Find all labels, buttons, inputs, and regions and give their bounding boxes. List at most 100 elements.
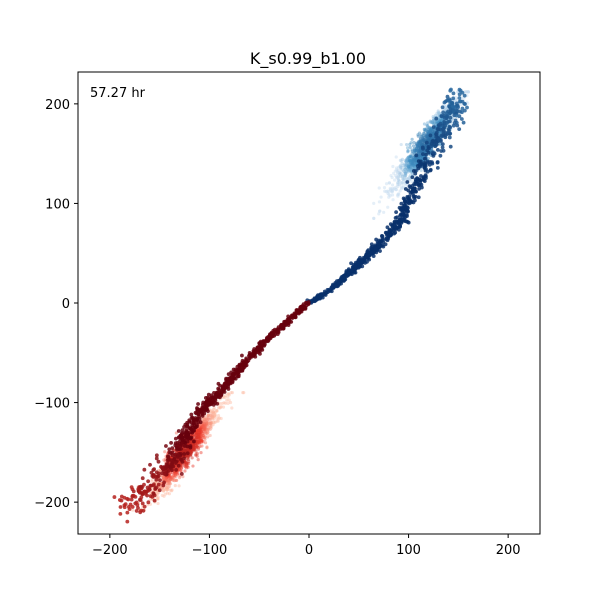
cloud-point: [398, 171, 402, 176]
trajectory-point: [447, 135, 452, 140]
trajectory-point: [390, 227, 395, 231]
trajectory-point: [447, 124, 452, 129]
cloud-point: [405, 159, 409, 163]
cloud-point: [398, 164, 402, 168]
trajectory-point: [176, 463, 181, 468]
trajectory-point: [414, 153, 419, 158]
trajectory-point: [378, 245, 382, 249]
trajectory-point: [457, 114, 462, 119]
cloud-point: [409, 155, 414, 159]
cloud-point: [418, 139, 422, 143]
trajectory-point: [141, 508, 146, 513]
cloud-point: [162, 494, 166, 498]
trajectory-point: [454, 113, 459, 118]
cloud-point: [419, 140, 423, 144]
cloud-point: [416, 151, 420, 155]
cloud-point: [416, 134, 420, 138]
cloud-point: [411, 161, 415, 166]
cloud-point: [397, 179, 401, 183]
trajectory-point: [154, 485, 159, 490]
trajectory-point: [428, 133, 433, 138]
cloud-point: [403, 178, 407, 182]
cloud-point: [408, 154, 412, 158]
trajectory-point: [353, 267, 358, 272]
cloud-point: [211, 410, 216, 414]
trajectory-point: [461, 120, 466, 125]
trajectory-point: [127, 507, 132, 511]
cloud-point: [410, 173, 415, 177]
cloud-point: [390, 175, 394, 180]
trajectory-point: [412, 187, 417, 191]
trajectory-point: [243, 360, 248, 365]
cloud-point: [417, 141, 422, 145]
cloud-point: [377, 209, 382, 213]
cloud-point: [394, 155, 398, 159]
cloud-point: [427, 128, 431, 133]
cloud-point: [410, 180, 414, 184]
cloud-point: [405, 167, 409, 171]
trajectory-point: [327, 287, 331, 292]
cloud-point: [406, 165, 410, 169]
trajectory-point: [238, 366, 242, 371]
cloud-point: [421, 139, 425, 143]
trajectory-point: [440, 142, 445, 147]
cloud-point: [419, 142, 423, 147]
cloud-point: [404, 163, 408, 167]
cloud-point: [377, 212, 381, 216]
cloud-point: [431, 136, 435, 140]
trajectory-point: [231, 367, 236, 372]
cloud-point: [406, 164, 411, 168]
trajectory-point: [316, 296, 320, 300]
trajectory-point: [460, 90, 465, 95]
cloud-point: [209, 424, 213, 428]
cloud-point: [427, 138, 431, 142]
cloud-point: [429, 127, 433, 131]
cloud-point: [417, 150, 421, 154]
trajectory-point: [344, 270, 349, 275]
cloud-point: [429, 127, 433, 131]
cloud-point: [428, 138, 432, 142]
cloud-point: [419, 134, 423, 139]
trajectory-point: [162, 472, 167, 476]
cloud-point: [466, 101, 470, 105]
cloud-point: [205, 446, 209, 450]
cloud-point: [396, 194, 400, 198]
trajectory-point: [156, 459, 161, 464]
trajectory-point: [140, 501, 145, 506]
cloud-point: [435, 111, 439, 115]
cloud-point: [390, 183, 395, 187]
trajectory-point: [178, 457, 183, 461]
cloud-point: [422, 137, 426, 141]
trajectory-point: [422, 156, 427, 161]
trajectory-point: [413, 182, 418, 187]
cloud-point: [218, 406, 222, 410]
trajectory-point: [164, 444, 168, 448]
cloud-point: [397, 172, 402, 176]
cloud-point: [417, 142, 422, 146]
trajectory-point: [173, 441, 178, 445]
cloud-point: [407, 160, 411, 164]
trajectory-point: [403, 215, 408, 219]
trajectory-point: [194, 411, 199, 416]
cloud-point: [443, 103, 447, 107]
cloud-point: [459, 102, 463, 107]
cloud-point: [412, 157, 416, 161]
trajectory-point: [366, 253, 371, 258]
trajectory-point: [182, 452, 187, 456]
cloud-point: [408, 142, 412, 147]
cloud-point: [419, 157, 423, 161]
cloud-point: [408, 160, 412, 165]
trajectory-point: [433, 144, 438, 149]
trajectory-point: [441, 130, 446, 135]
trajectory-point: [112, 495, 117, 499]
cloud-point: [403, 166, 407, 170]
trajectory-point: [211, 403, 216, 407]
cloud-point: [394, 187, 398, 192]
cloud-point: [194, 433, 198, 437]
cloud-point: [418, 154, 423, 158]
cloud-point: [411, 160, 415, 164]
cloud-point: [444, 105, 448, 109]
trajectory-point: [439, 133, 444, 138]
cloud-point: [391, 164, 395, 169]
cloud-point: [420, 141, 424, 145]
